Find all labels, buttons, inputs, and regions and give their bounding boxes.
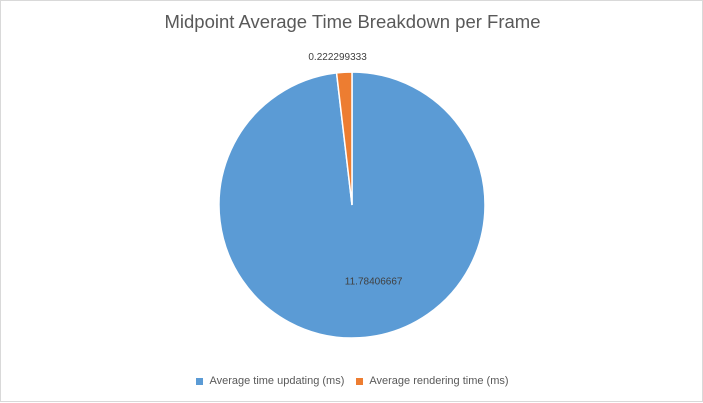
legend-label-rendering: Average rendering time (ms)	[369, 375, 509, 387]
pie-data-labels: 11.78406667 0.222299333	[308, 52, 403, 287]
legend-item-rendering: Average rendering time (ms)	[356, 375, 509, 387]
legend-item-updating: Average time updating (ms)	[196, 375, 344, 387]
legend-label-updating: Average time updating (ms)	[209, 375, 345, 387]
legend-swatch-rendering	[356, 377, 364, 385]
chart-title: Midpoint Average Time Breakdown per Fram…	[164, 11, 541, 32]
pie-slices	[218, 71, 486, 339]
legend: Average time updating (ms) Average rende…	[1, 375, 703, 387]
pie-slice-rendering	[335, 71, 353, 206]
data-label-rendering: 0.222299333	[308, 52, 367, 63]
legend-swatch-updating	[196, 377, 204, 385]
data-label-updating: 11.78406667	[345, 277, 403, 288]
